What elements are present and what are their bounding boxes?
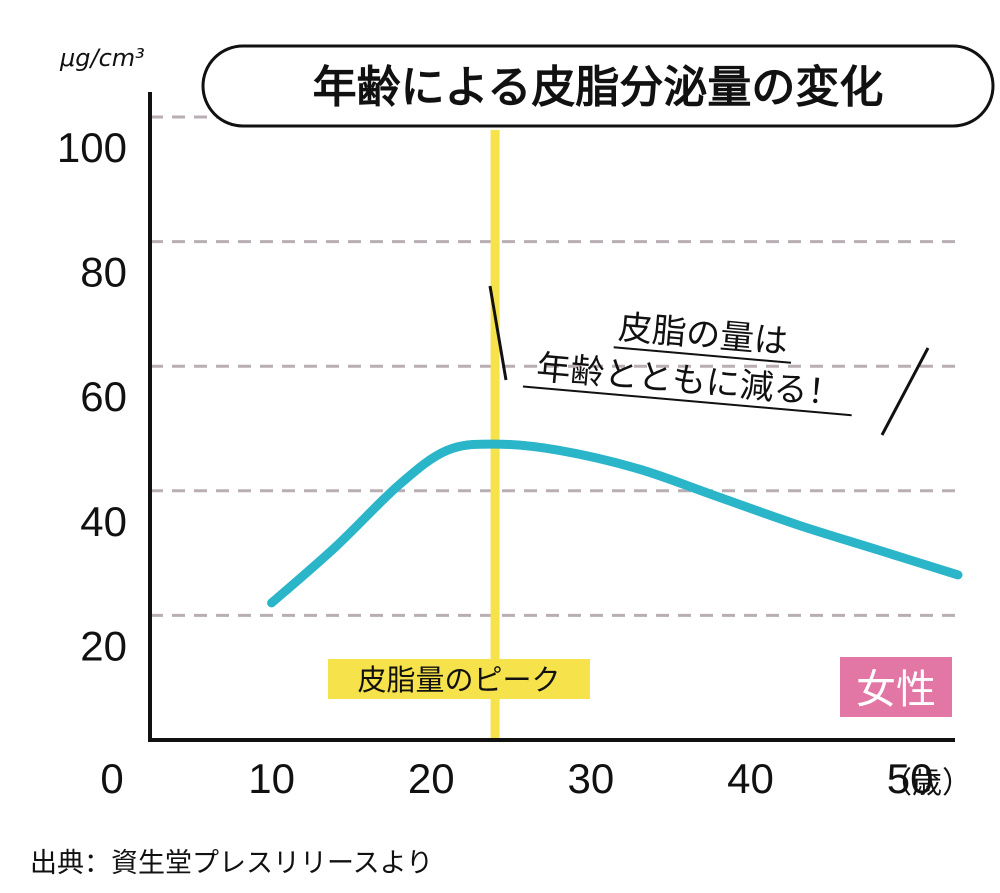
x-origin-label: 0 (100, 755, 123, 802)
x-tick-label: 10 (248, 755, 295, 802)
y-tick-label: 20 (80, 622, 127, 669)
annotation-slash-left (488, 285, 508, 381)
series-line-female (267, 439, 963, 608)
annotation: 皮脂の量は 年齢とともに減る！ (488, 285, 930, 436)
annotation-slash-right (880, 347, 930, 436)
x-tick-label: 20 (408, 755, 455, 802)
y-unit-label: μg/cm³ (59, 44, 145, 72)
x-tick-label: 50 (887, 755, 934, 802)
annotation-line-2: 年齢とともに減る！ (535, 348, 843, 415)
chart-title: 年齢による皮脂分泌量の変化 (313, 62, 884, 113)
x-tick-label: 30 (568, 755, 615, 802)
y-tick-label: 60 (80, 373, 127, 420)
y-tick-label: 40 (80, 498, 127, 545)
annotation-underline-2 (522, 385, 852, 417)
badge-female: 女性 (840, 657, 952, 717)
axes (148, 92, 955, 742)
x-unit-label: （歳） (882, 767, 972, 800)
peak-marker-line (490, 130, 500, 740)
peak-label-box: 皮脂量のピーク (328, 659, 590, 699)
x-tick-labels: 10 20 30 40 50 (248, 755, 933, 802)
y-tick-label: 80 (80, 249, 127, 296)
peak-label: 皮脂量のピーク (357, 663, 560, 697)
annotation-underline-1 (613, 346, 792, 364)
source-note: 出典：資生堂プレスリリースより (30, 848, 433, 879)
title-box: 年齢による皮脂分泌量の変化 (201, 44, 995, 128)
x-tick-label: 40 (727, 755, 774, 802)
y-tick-label: 100 (57, 124, 127, 171)
y-tick-labels: 20 40 60 80 100 (57, 124, 127, 669)
badge-label: 女性 (856, 667, 936, 713)
